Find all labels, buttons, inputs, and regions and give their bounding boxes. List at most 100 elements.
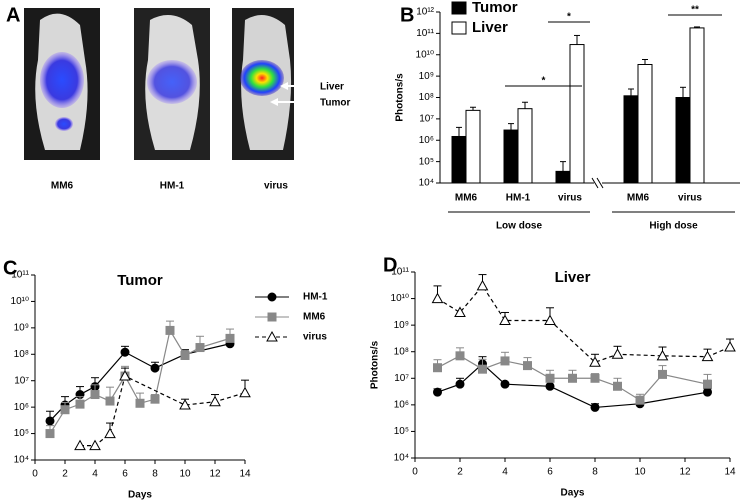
marker bbox=[120, 347, 130, 357]
x-tick-label: 8 bbox=[152, 469, 158, 480]
marker bbox=[590, 402, 600, 412]
marker bbox=[703, 387, 712, 397]
bar bbox=[675, 97, 691, 184]
x-tick-label: MM6 bbox=[455, 193, 478, 204]
signal bbox=[55, 117, 73, 131]
marker bbox=[74, 439, 86, 451]
x-tick-label: 0 bbox=[32, 469, 38, 480]
legend-label: Tumor bbox=[472, 0, 518, 16]
x-tick-label: 10 bbox=[179, 469, 191, 480]
y-tick-label: 10⁶ bbox=[394, 399, 409, 410]
y-tick-label: 10⁹ bbox=[14, 322, 29, 333]
bar bbox=[569, 44, 585, 184]
marker bbox=[454, 306, 466, 317]
marker bbox=[135, 398, 145, 408]
y-tick-label: 10⁹ bbox=[394, 320, 409, 331]
marker bbox=[523, 361, 532, 371]
marker bbox=[267, 312, 277, 322]
x-axis-label: Days bbox=[128, 490, 152, 501]
y-tick-label: 10¹² bbox=[416, 7, 434, 18]
marker bbox=[658, 369, 667, 379]
series-line bbox=[437, 284, 731, 363]
marker bbox=[455, 379, 465, 389]
y-tick-label: 10⁴ bbox=[14, 455, 29, 466]
panel-a: A Liver Tumor MM6 HM-1 virus bbox=[6, 4, 350, 191]
marker bbox=[545, 381, 555, 391]
y-tick-label: 10⁵ bbox=[394, 426, 409, 437]
panel-letter: A bbox=[6, 4, 20, 26]
panel-letter: D bbox=[383, 254, 397, 276]
marker bbox=[90, 390, 100, 400]
image-label: HM-1 bbox=[160, 181, 185, 192]
arrowhead bbox=[270, 98, 278, 106]
marker bbox=[45, 416, 55, 426]
x-tick-label: 12 bbox=[679, 467, 691, 478]
y-tick-label: 10¹⁰ bbox=[391, 293, 409, 304]
arrow-label: Liver bbox=[320, 82, 344, 93]
x-tick-label: 6 bbox=[122, 469, 128, 480]
bar bbox=[451, 135, 467, 184]
marker bbox=[105, 396, 115, 406]
panel-letter: B bbox=[400, 4, 414, 26]
marker bbox=[104, 427, 116, 439]
marker bbox=[267, 292, 277, 302]
y-tick-label: 10⁸ bbox=[419, 92, 434, 103]
panel-letter: C bbox=[3, 257, 17, 279]
x-tick-label: 10 bbox=[634, 467, 646, 478]
marker bbox=[195, 343, 205, 353]
y-tick-label: 10⁵ bbox=[14, 428, 29, 439]
bar bbox=[465, 109, 481, 184]
bar bbox=[623, 95, 639, 184]
marker bbox=[568, 373, 577, 383]
marker bbox=[703, 379, 712, 389]
marker bbox=[150, 363, 160, 373]
axis-break bbox=[591, 177, 604, 189]
marker bbox=[544, 314, 556, 325]
y-tick-label: 10¹¹ bbox=[391, 267, 409, 278]
x-tick-label: virus bbox=[558, 193, 582, 204]
marker bbox=[455, 351, 465, 361]
bar bbox=[555, 170, 571, 184]
marker bbox=[635, 395, 645, 405]
x-tick-label: HM-1 bbox=[506, 193, 531, 204]
marker bbox=[656, 349, 669, 361]
legend-label: HM-1 bbox=[303, 292, 328, 303]
x-tick-label: 8 bbox=[592, 467, 598, 478]
bar bbox=[637, 63, 653, 184]
marker bbox=[60, 405, 70, 415]
marker bbox=[613, 381, 622, 391]
marker bbox=[433, 363, 442, 373]
y-tick-label: 10⁴ bbox=[419, 178, 434, 189]
series-line bbox=[437, 363, 708, 409]
bar bbox=[689, 27, 705, 184]
series-line bbox=[49, 343, 231, 422]
y-tick-label: 10⁷ bbox=[419, 114, 434, 125]
chart-title: Tumor bbox=[117, 272, 163, 289]
group-label: High dose bbox=[649, 221, 698, 232]
x-tick-label: 2 bbox=[457, 467, 463, 478]
marker bbox=[239, 386, 251, 398]
marker bbox=[545, 373, 555, 383]
bar bbox=[517, 108, 533, 184]
y-tick-label: 10¹⁰ bbox=[416, 49, 434, 60]
y-axis-label: Photons/s bbox=[0, 343, 1, 392]
significance-label: * bbox=[542, 76, 546, 87]
significance-label: * bbox=[567, 12, 571, 23]
legend-label: Liver bbox=[472, 19, 508, 36]
group-label: Low dose bbox=[496, 221, 543, 232]
marker bbox=[150, 394, 160, 404]
x-axis-label: Days bbox=[561, 488, 585, 499]
marker bbox=[476, 279, 489, 291]
legend-label: MM6 bbox=[303, 312, 326, 323]
y-axis-label: Photons/s bbox=[370, 340, 381, 389]
y-tick-label: 10⁹ bbox=[419, 71, 434, 82]
marker bbox=[433, 387, 442, 397]
marker bbox=[89, 439, 101, 451]
arrowhead bbox=[280, 82, 288, 90]
y-tick-label: 10⁷ bbox=[14, 375, 29, 386]
arrow-label: Tumor bbox=[320, 98, 350, 109]
x-tick-label: 4 bbox=[92, 469, 98, 480]
legend-swatch bbox=[451, 1, 467, 15]
marker bbox=[266, 330, 278, 342]
marker bbox=[119, 370, 131, 381]
